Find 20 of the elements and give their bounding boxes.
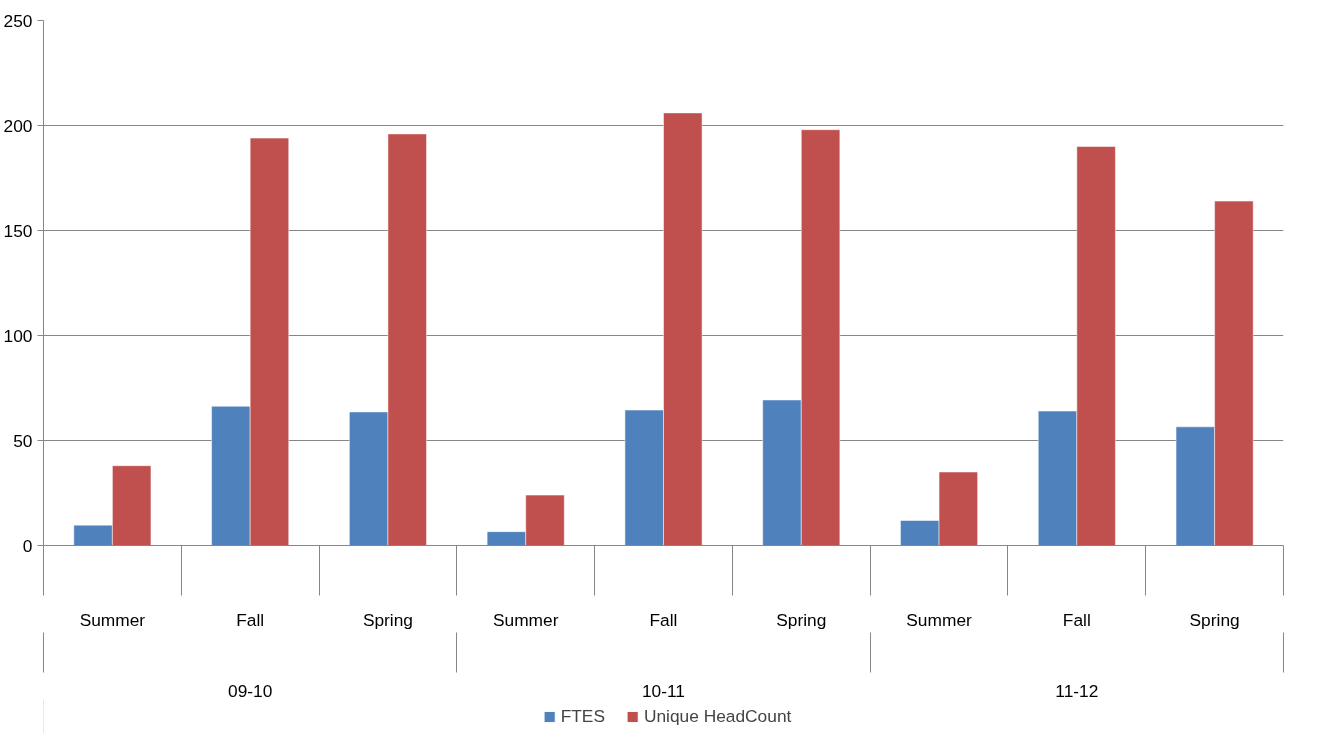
x-tick-label: Summer <box>906 609 973 630</box>
text: 10-11 <box>641 680 686 701</box>
x-tick-label: Fall <box>1062 609 1091 630</box>
x-tick-label: Spring <box>362 609 413 630</box>
x-tick-label: Spring <box>1189 609 1240 630</box>
y-tick-label: 0 <box>22 535 33 556</box>
x-tick-label: Fall <box>649 609 678 630</box>
text: 11-12 <box>1055 680 1099 701</box>
x-tick-label: Summer <box>492 609 559 630</box>
y-tick-label: 250 <box>3 10 33 31</box>
y-tick-label: 50 <box>13 430 33 451</box>
x-tick-label: Summer <box>79 609 146 630</box>
x-tick-label: Spring <box>776 609 827 630</box>
text: 09-10 <box>228 680 273 701</box>
y-tick-label: 100 <box>3 325 33 346</box>
legend-label: Unique HeadCount <box>643 705 792 727</box>
legend-label: FTES <box>560 705 605 727</box>
x-tick-label: Fall <box>236 609 265 630</box>
y-tick-label: 200 <box>3 115 33 136</box>
y-tick-label: 150 <box>3 220 33 241</box>
